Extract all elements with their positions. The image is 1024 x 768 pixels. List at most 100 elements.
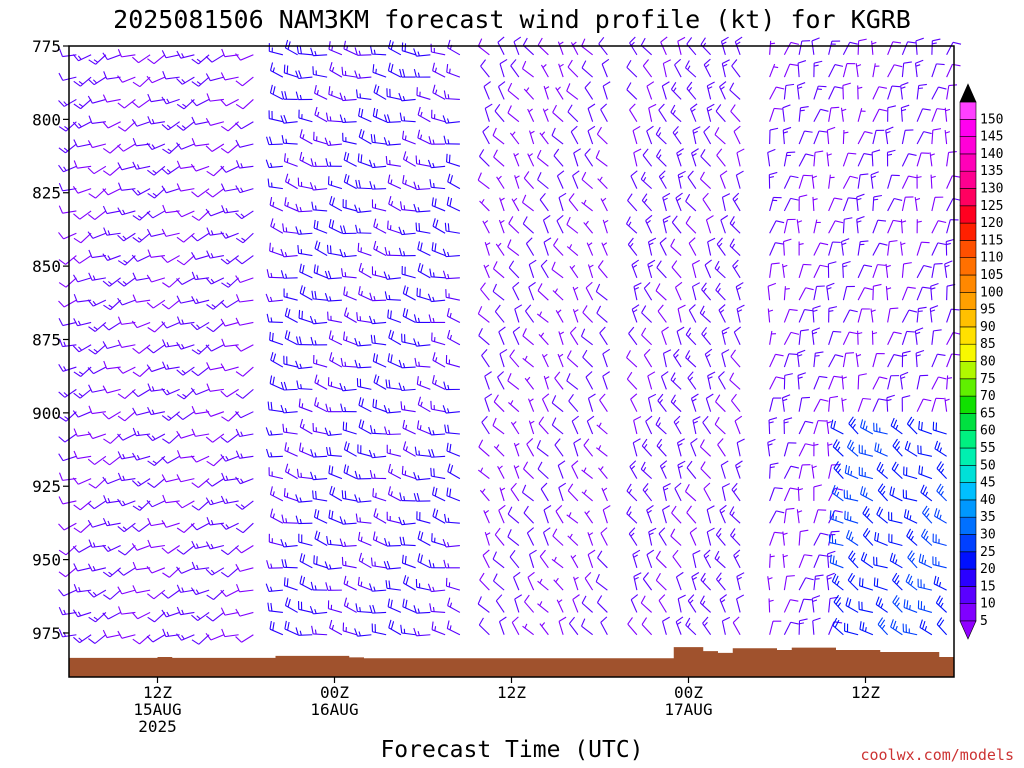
wind-barb [783, 353, 798, 368]
wind-barb [235, 185, 254, 194]
wind-barb [445, 577, 461, 591]
wind-barb [298, 442, 313, 457]
wind-barb [813, 264, 829, 279]
wind-barb [934, 508, 947, 524]
wind-barb [900, 219, 907, 234]
wind-barb [539, 131, 549, 145]
wind-barb [702, 192, 712, 212]
wind-barb [798, 287, 814, 301]
wind-barb [528, 281, 536, 301]
wind-barb [447, 39, 461, 56]
wind-barb [88, 322, 107, 332]
wind-barb [916, 286, 931, 301]
wind-barb [671, 505, 682, 524]
y-tick-label: 825 [32, 184, 61, 203]
wind-barb [602, 81, 611, 100]
wind-barb [282, 223, 298, 234]
wind-barb [87, 431, 107, 440]
wind-barb [858, 601, 873, 613]
wind-barb [355, 224, 372, 234]
wind-barb [540, 482, 549, 502]
wind-barb [858, 444, 874, 457]
wind-barb [769, 220, 785, 234]
wind-barb [369, 470, 387, 480]
wind-barb [266, 136, 283, 146]
wind-barb [892, 572, 903, 591]
wind-barb [371, 199, 387, 212]
wind-barb [161, 589, 180, 599]
wind-barb [417, 241, 431, 257]
wind-barb [783, 63, 798, 78]
wind-barb [176, 430, 195, 439]
wind-barb [539, 192, 549, 212]
wind-barb [641, 327, 653, 346]
wind-barb [373, 374, 387, 390]
wind-barb [522, 328, 534, 346]
wind-barb [162, 339, 180, 348]
wind-barb [813, 532, 829, 546]
wind-barb [944, 130, 951, 145]
wind-barb [416, 376, 431, 390]
wind-barb [402, 151, 416, 167]
wind-barb [828, 534, 844, 547]
wind-barb [102, 205, 121, 215]
wind-barb [840, 107, 847, 122]
wind-barb [841, 397, 847, 412]
y-tick-label: 775 [32, 37, 61, 56]
wind-barb [87, 455, 107, 465]
wind-barb [205, 208, 225, 217]
wind-barb [102, 517, 121, 527]
wind-barb [103, 227, 121, 236]
wind-barb [798, 577, 814, 591]
wind-barb [826, 572, 835, 591]
colorbar-swatch [959, 482, 977, 501]
wind-barb [497, 36, 505, 56]
wind-barb [220, 231, 239, 239]
wind-barb [478, 328, 490, 346]
wind-barb [415, 222, 431, 234]
wind-barb [235, 99, 254, 110]
wind-barb [446, 196, 461, 212]
wind-barb [946, 84, 958, 100]
wind-barb [827, 261, 837, 278]
wind-barb [220, 255, 239, 265]
wind-barb [570, 41, 579, 56]
wind-barb [372, 531, 387, 547]
wind-barb [572, 594, 580, 613]
wind-barb [600, 527, 608, 546]
wind-barb [841, 375, 847, 390]
wind-barb [296, 380, 313, 390]
wind-barb [206, 455, 225, 467]
wind-barb [553, 238, 564, 256]
colorbar-label: 55 [980, 441, 996, 456]
wind-barb [526, 438, 535, 457]
wind-barb [73, 99, 92, 110]
colorbar-swatch [959, 413, 977, 431]
wind-barb [626, 483, 638, 502]
wind-barb [117, 388, 136, 400]
wind-barb [205, 188, 225, 198]
wind-barb [873, 422, 888, 435]
wind-barb [58, 98, 77, 107]
wind-barb [176, 500, 195, 509]
wind-barb [312, 490, 328, 502]
wind-barb [567, 104, 579, 123]
wind-barb [797, 486, 804, 501]
wind-barb [655, 126, 667, 145]
wind-barb [842, 352, 854, 368]
wind-barb [870, 171, 879, 189]
wind-barb [190, 232, 210, 242]
wind-barb [414, 357, 431, 368]
wind-barb [586, 242, 594, 256]
wind-barb [176, 474, 195, 483]
wind-barb [73, 522, 92, 534]
wind-barb [944, 397, 950, 412]
wind-barb [299, 129, 313, 145]
wind-barb [206, 362, 224, 371]
wind-barb [729, 372, 741, 390]
wind-barb [513, 153, 520, 167]
wind-barb [902, 489, 918, 502]
wind-barb [829, 510, 844, 524]
wind-barb [358, 107, 372, 123]
wind-barb [73, 388, 92, 399]
